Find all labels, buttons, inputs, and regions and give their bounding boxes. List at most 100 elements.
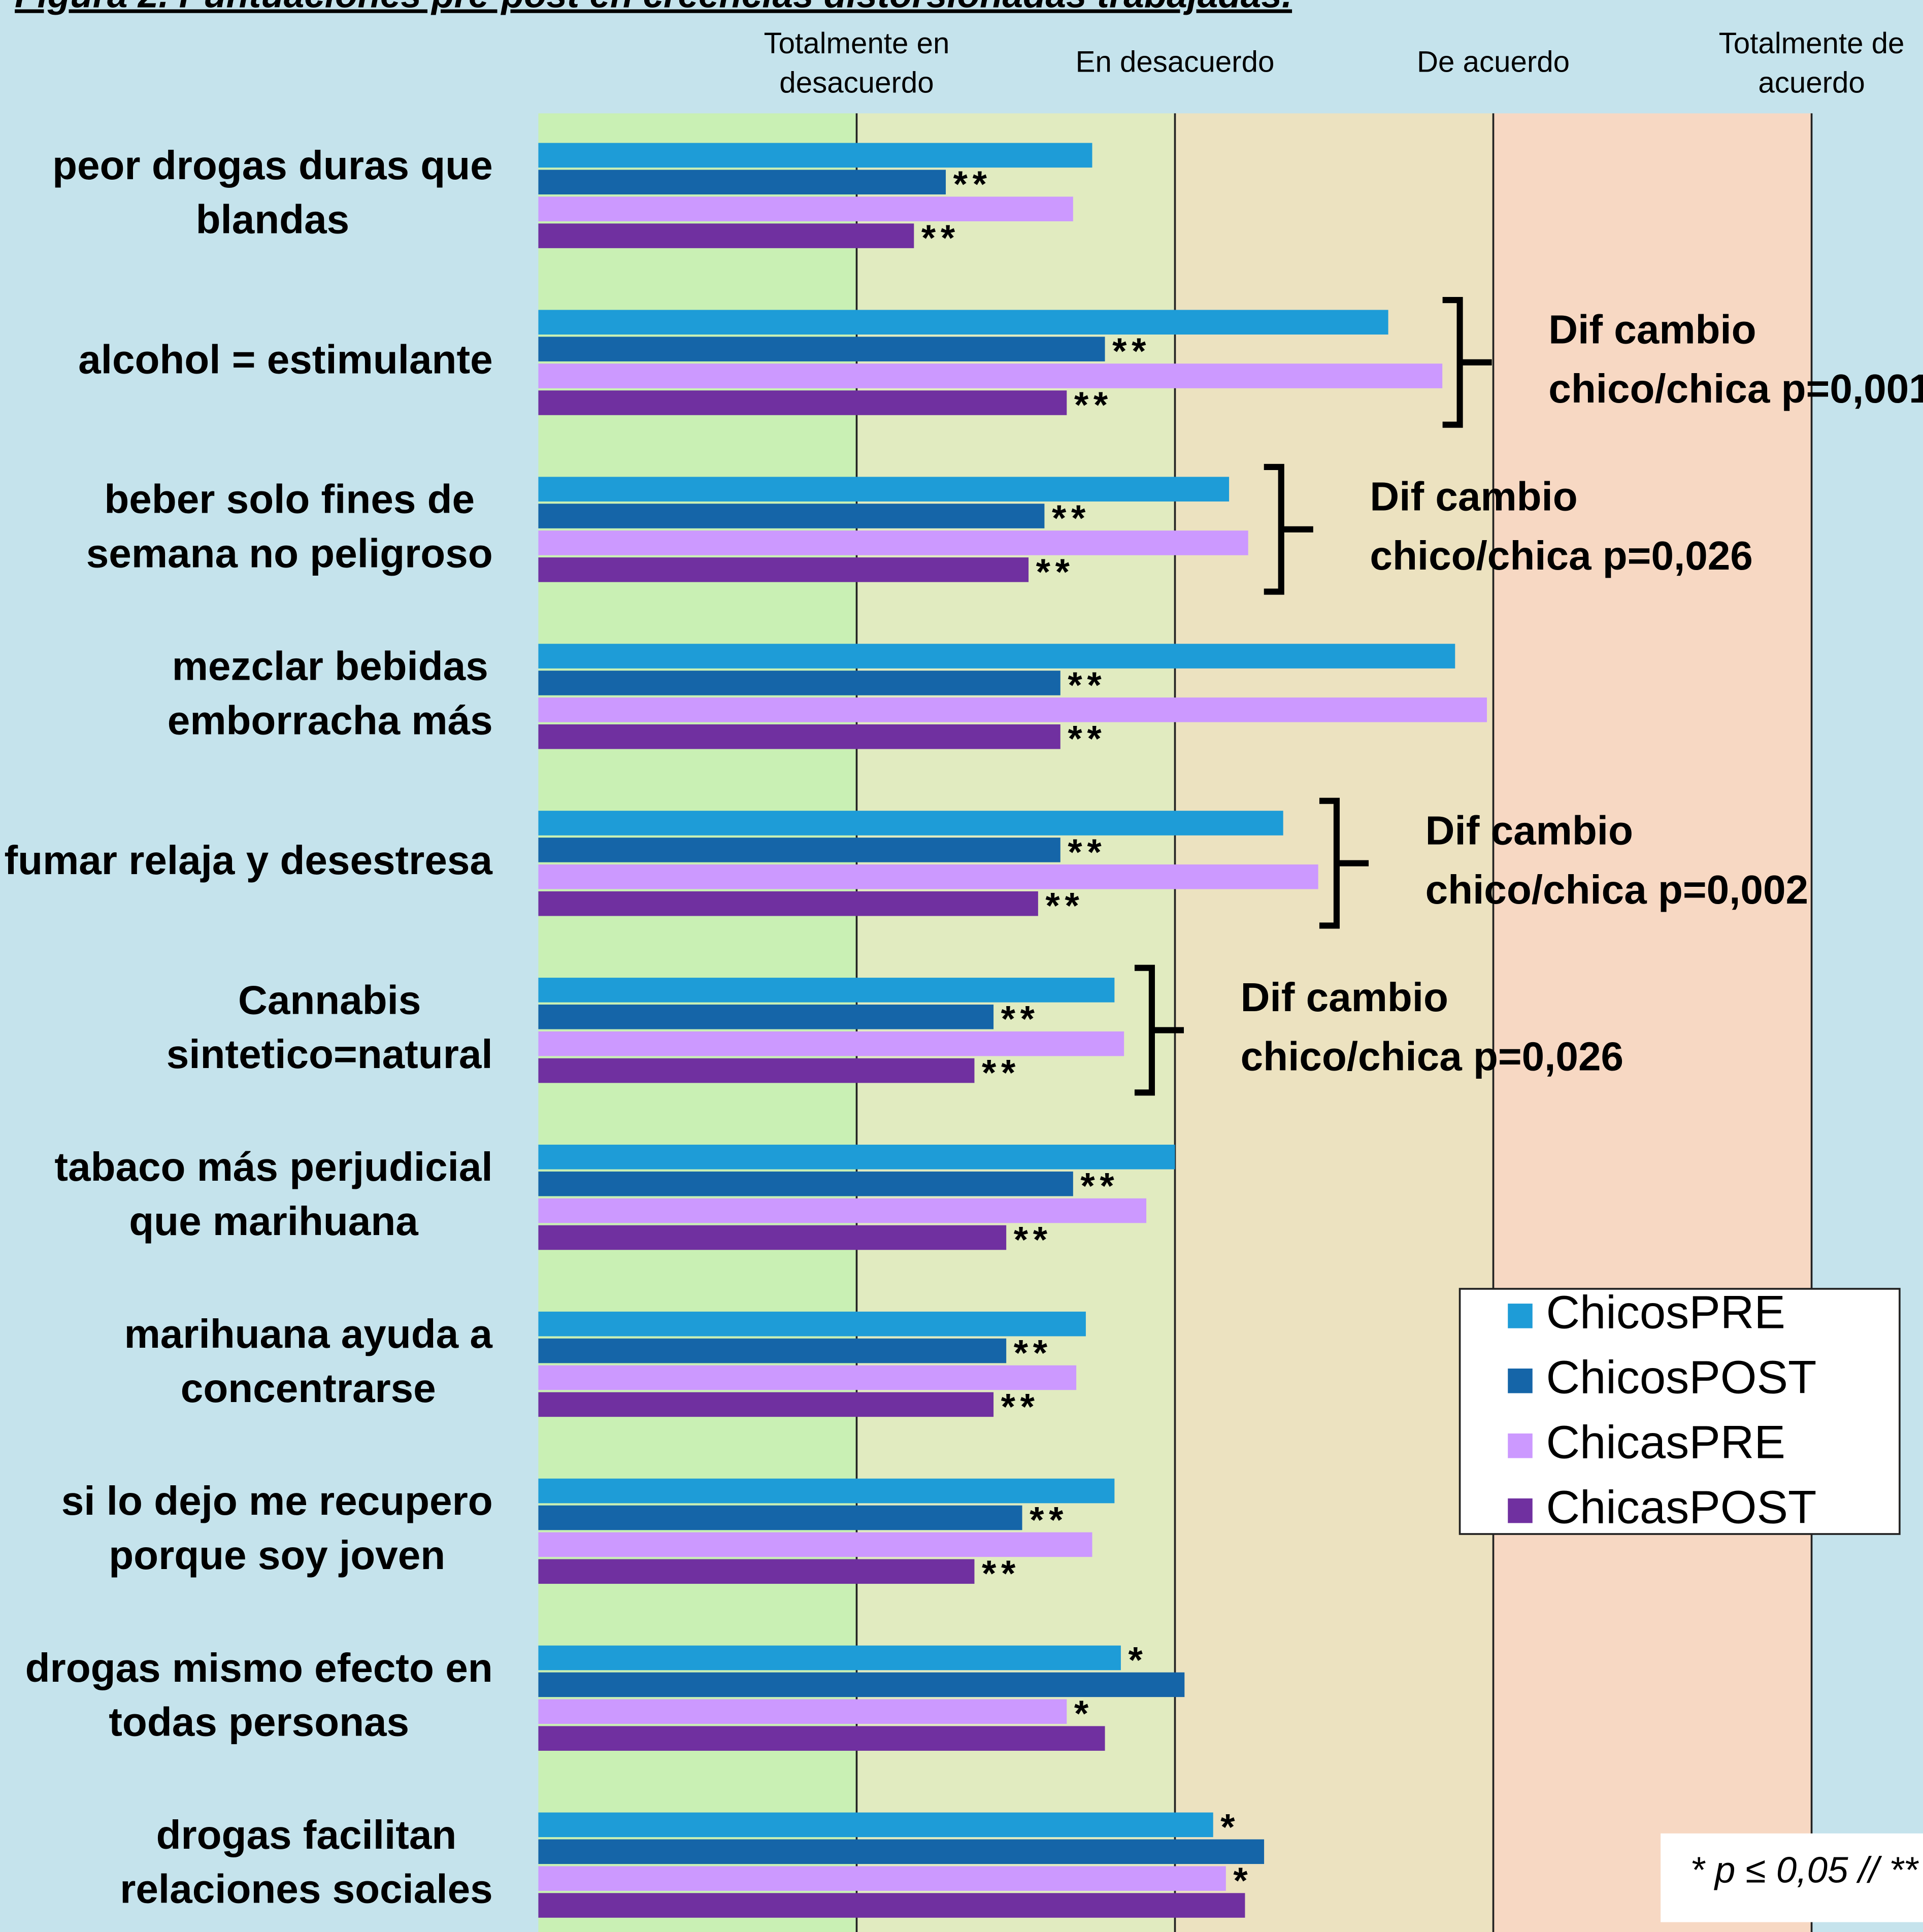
bar — [538, 697, 1487, 722]
x-tick-label: Totalmente en desacuerdo — [764, 27, 950, 99]
legend-swatch — [1508, 1433, 1533, 1458]
bar — [538, 170, 946, 195]
x-tick-label: Totalmente de acuerdo — [1719, 27, 1905, 99]
legend-label: ChicasPOST — [1546, 1481, 1816, 1533]
x-tick-label: De acuerdo — [1417, 46, 1570, 79]
y-tick-label: beber solo fines de semana no peligroso — [86, 476, 493, 576]
significance-label: ** — [921, 218, 960, 259]
legend-swatch — [1508, 1304, 1533, 1328]
significance-label: ** — [1068, 664, 1106, 706]
bar — [538, 1645, 1121, 1671]
bar — [538, 1392, 994, 1417]
significance-label: ** — [1014, 1219, 1052, 1260]
significance-label: ** — [1036, 551, 1075, 592]
bar — [538, 390, 1067, 415]
brace — [1264, 463, 1313, 595]
bar — [538, 1699, 1067, 1724]
annotation: Dif cambio chico/chica p=0,001 — [1548, 307, 1923, 412]
significance-label: ** — [1045, 885, 1084, 926]
significance-label: ** — [1080, 1165, 1119, 1207]
bar — [538, 1225, 1007, 1250]
bar — [538, 477, 1230, 502]
significance-label: * — [1128, 1640, 1147, 1681]
significance-label: ** — [1112, 331, 1151, 372]
significance-label: * — [1074, 1693, 1093, 1735]
footnote: * p ≤ 0,05 // ** p — [1690, 1850, 1923, 1891]
bar — [538, 223, 914, 248]
bar — [538, 891, 1038, 916]
annotation: Dif cambio chico/chica p=0,026 — [1370, 474, 1752, 579]
bar — [538, 1559, 975, 1584]
significance-label: ** — [1052, 497, 1090, 539]
y-tick-label: drogas mismo efecto en todas personas — [25, 1645, 493, 1745]
chart-title: Figura 2. Puntuaciones pre-post en creen… — [15, 0, 1292, 15]
bar — [538, 1198, 1147, 1223]
bar — [538, 1058, 975, 1083]
plot-band — [1493, 113, 1812, 1932]
bar — [538, 143, 1092, 168]
bar — [538, 811, 1283, 836]
labels: Totalmente en desacuerdo En desacuerdo De a… — [5, 27, 1923, 1922]
bar — [538, 1893, 1245, 1918]
bar — [538, 1004, 994, 1029]
significance-label: ** — [1001, 1386, 1040, 1427]
significance-label: ** — [1001, 998, 1040, 1040]
plot-band — [1175, 113, 1494, 1932]
bar — [538, 1031, 1124, 1056]
bar — [538, 530, 1248, 555]
legend-swatch — [1508, 1498, 1533, 1523]
bar — [538, 838, 1060, 862]
bar — [538, 196, 1073, 221]
bar — [538, 557, 1029, 582]
y-tick-label: alcohol = estimulante — [78, 336, 492, 382]
significance-label: ** — [982, 1553, 1020, 1594]
bar — [538, 1311, 1086, 1337]
y-tick-label: mezclar bebidas emborracha más — [168, 643, 493, 743]
y-tick-label: si lo dejo me recupero porque soy joven — [61, 1478, 493, 1578]
annotation: Dif cambio chico/chica p=0,002 — [1425, 807, 1808, 912]
significance-label: * — [1233, 1860, 1252, 1902]
legend-label: ChicosPOST — [1546, 1351, 1816, 1404]
significance-label: ** — [1014, 1333, 1052, 1374]
brace — [1319, 797, 1369, 929]
y-tick-label: marihuana ayuda a concentrarse — [124, 1311, 493, 1411]
bar — [538, 644, 1455, 669]
bar — [538, 310, 1388, 335]
bar — [538, 1171, 1073, 1196]
bar — [538, 1365, 1077, 1390]
annotation: Dif cambio chico/chica p=0,026 — [1241, 974, 1623, 1079]
bar — [538, 504, 1045, 528]
bar — [538, 1839, 1265, 1864]
footnote-box — [1661, 1833, 1923, 1922]
y-tick-label: drogas facilitan relaciones sociales — [120, 1812, 492, 1912]
bar — [538, 1505, 1022, 1530]
bar — [538, 1478, 1115, 1504]
bar — [538, 864, 1318, 889]
legend-label: ChicasPRE — [1546, 1416, 1785, 1469]
legend-box — [1458, 1288, 1901, 1535]
bar — [538, 724, 1060, 749]
significance-label: ** — [1074, 384, 1113, 425]
y-tick-label: tabaco más perjudicial que marihuana — [54, 1144, 492, 1244]
significance-label: ** — [1068, 718, 1106, 759]
brace — [1442, 296, 1492, 428]
bar — [538, 671, 1060, 695]
bar — [538, 1532, 1092, 1557]
bar — [538, 1866, 1226, 1891]
bar — [538, 978, 1115, 1003]
x-tick-label: En desacuerdo — [1076, 46, 1275, 79]
significance-label: * — [1220, 1807, 1240, 1848]
significance-label: ** — [982, 1052, 1020, 1093]
bar — [538, 1672, 1185, 1697]
bar — [538, 1726, 1105, 1751]
legend-swatch — [1508, 1368, 1533, 1393]
bar — [538, 337, 1105, 361]
bar — [538, 1338, 1007, 1363]
y-tick-label: fumar relaja y desestresa — [5, 837, 493, 883]
bar — [538, 363, 1443, 388]
significance-label: ** — [1030, 1500, 1068, 1541]
bar — [538, 1812, 1213, 1838]
legend-label: ChicosPRE — [1546, 1286, 1785, 1339]
